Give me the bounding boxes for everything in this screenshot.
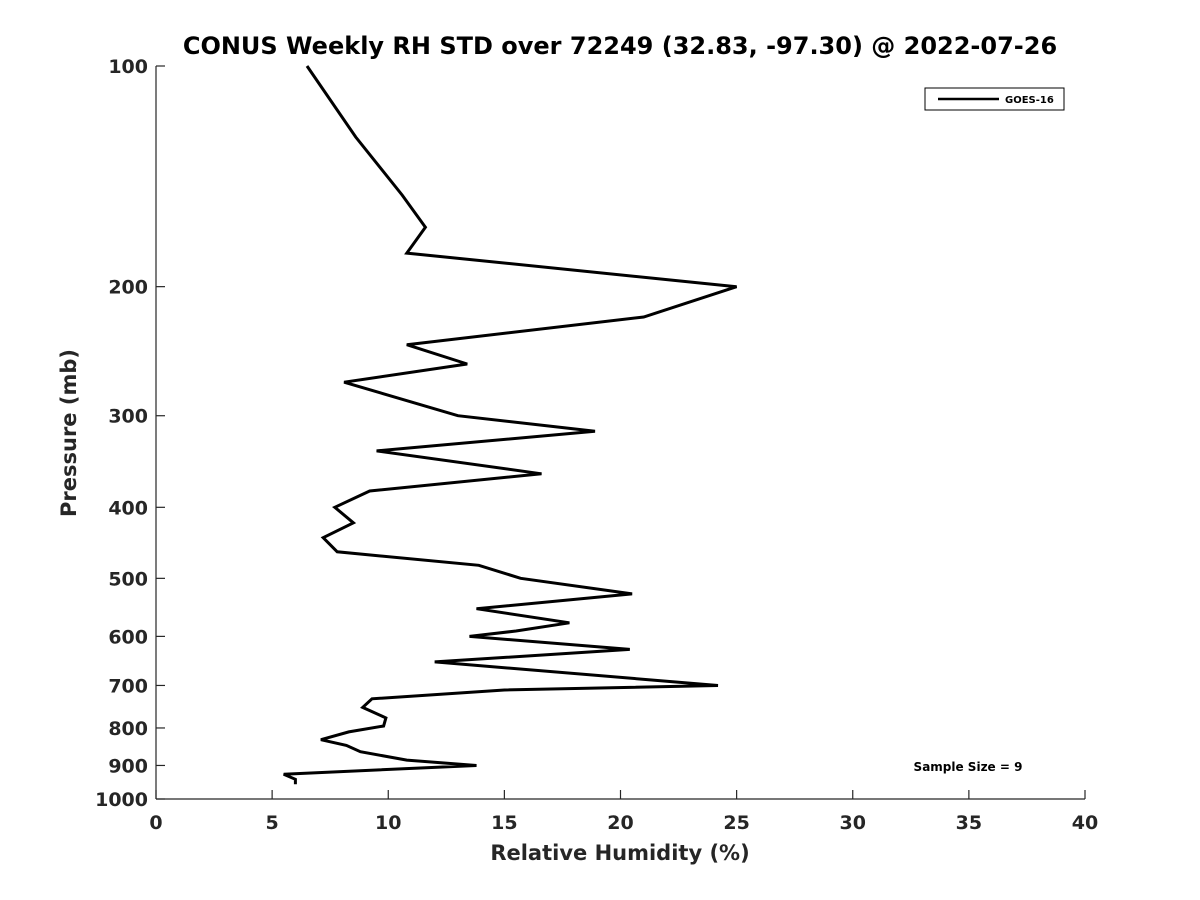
x-tick-label: 10 xyxy=(375,812,401,834)
x-tick-label: 15 xyxy=(491,812,517,834)
chart-title: CONUS Weekly RH STD over 72249 (32.83, -… xyxy=(183,32,1057,60)
y-axis-label: Pressure (mb) xyxy=(57,349,81,517)
x-tick-label: 20 xyxy=(607,812,633,834)
x-tick-label: 5 xyxy=(266,812,279,834)
sample-size-annotation: Sample Size = 9 xyxy=(914,760,1023,774)
legend: GOES-16 xyxy=(924,87,1065,111)
y-tick-label: 600 xyxy=(108,626,148,648)
series-line-goes-16 xyxy=(283,65,738,785)
x-axis-ticks: 0 5 10 15 20 25 30 35 40 xyxy=(149,790,1098,834)
y-tick-label: 100 xyxy=(108,56,148,78)
series-group xyxy=(283,65,738,785)
y-tick-label: 1000 xyxy=(95,789,148,811)
x-tick-label: 0 xyxy=(149,812,162,834)
y-tick-label: 800 xyxy=(108,718,148,740)
y-tick-label: 900 xyxy=(108,755,148,777)
x-tick-label: 30 xyxy=(840,812,866,834)
y-tick-label: 300 xyxy=(108,406,148,428)
x-tick-label: 25 xyxy=(723,812,749,834)
y-tick-label: 500 xyxy=(108,568,148,590)
y-axis-ticks: 100 200 300 400 500 600 700 800 900 1000 xyxy=(95,56,165,811)
x-tick-label: 35 xyxy=(956,812,982,834)
y-tick-label: 700 xyxy=(108,675,148,697)
x-tick-label: 40 xyxy=(1072,812,1098,834)
x-axis-label: Relative Humidity (%) xyxy=(490,841,749,865)
y-tick-label: 200 xyxy=(108,277,148,299)
legend-label-goes-16: GOES-16 xyxy=(1005,95,1054,106)
y-tick-label: 400 xyxy=(108,497,148,519)
